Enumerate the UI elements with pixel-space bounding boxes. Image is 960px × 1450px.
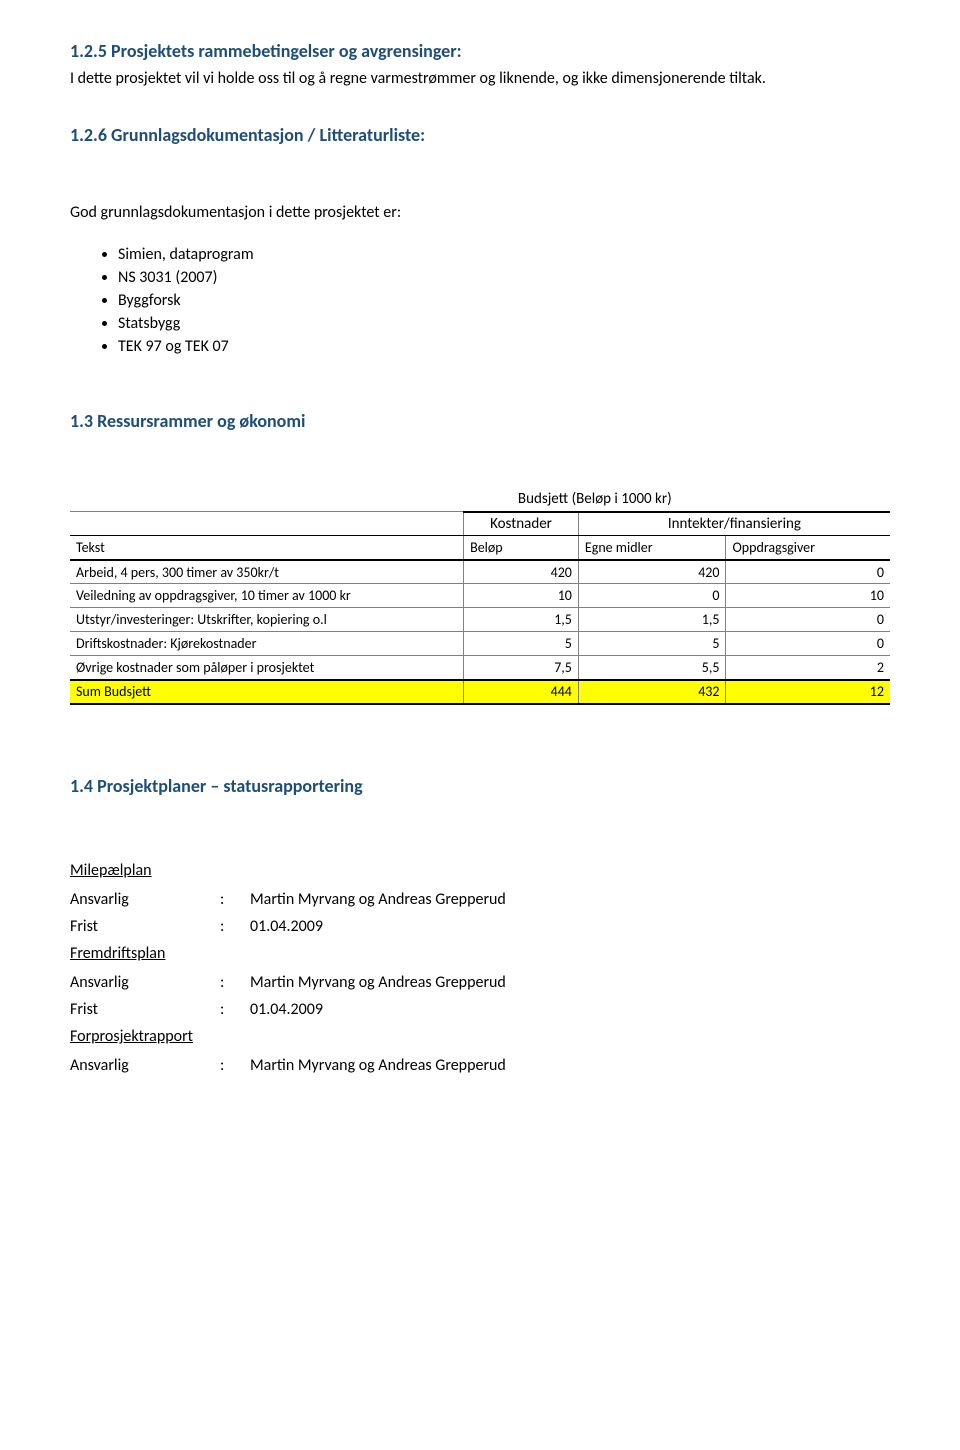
cell-tekst: Utstyr/investeringer: Utskrifter, kopier… xyxy=(70,608,464,632)
statusrapport-section: Milepælplan Ansvarlig : Martin Myrvang o… xyxy=(70,861,890,1075)
kv-colon: : xyxy=(220,1000,250,1019)
cell-opp: 0 xyxy=(726,560,890,584)
table-row: Arbeid, 4 pers, 300 timer av 350kr/t 420… xyxy=(70,560,890,584)
cell-opp: 0 xyxy=(726,608,890,632)
heading-1-2-6: 1.2.6 Grunnlagsdokumentasjon / Litteratu… xyxy=(70,124,890,146)
kv-value: 01.04.2009 xyxy=(250,1000,890,1019)
cell-egne: 5,5 xyxy=(578,656,726,680)
kv-value: Martin Myrvang og Andreas Grepperud xyxy=(250,973,890,992)
cell-belop: 10 xyxy=(464,584,579,608)
kv-label: Frist xyxy=(70,1000,220,1019)
sum-egne: 432 xyxy=(578,680,726,704)
list-item: TEK 97 og TEK 07 xyxy=(118,337,890,356)
col-egne: Egne midler xyxy=(578,536,726,560)
cell-opp: 10 xyxy=(726,584,890,608)
cell-belop: 1,5 xyxy=(464,608,579,632)
kv-value: Martin Myrvang og Andreas Grepperud xyxy=(250,890,890,909)
table-row: Øvrige kostnader som påløper i prosjekte… xyxy=(70,656,890,680)
cell-egne: 5 xyxy=(578,632,726,656)
cell-egne: 0 xyxy=(578,584,726,608)
budget-table: Budsjett (Beløp i 1000 kr) Kostnader Inn… xyxy=(70,488,890,705)
kv-row: Ansvarlig : Martin Myrvang og Andreas Gr… xyxy=(70,1056,890,1075)
group-kostnader: Kostnader xyxy=(464,512,579,536)
kv-label: Ansvarlig xyxy=(70,890,220,909)
list-item: Simien, dataprogram xyxy=(118,245,890,264)
cell-tekst: Øvrige kostnader som påløper i prosjekte… xyxy=(70,656,464,680)
sum-opp: 12 xyxy=(726,680,890,704)
kv-colon: : xyxy=(220,1056,250,1075)
table-row: Driftskostnader: Kjørekostnader 5 5 0 xyxy=(70,632,890,656)
col-belop: Beløp xyxy=(464,536,579,560)
body-1-2-5: I dette prosjektet vil vi holde oss til … xyxy=(70,68,890,90)
kv-row: Ansvarlig : Martin Myrvang og Andreas Gr… xyxy=(70,890,890,909)
heading-1-2-5: 1.2.5 Prosjektets rammebetingelser og av… xyxy=(70,40,890,62)
bullet-list-1-2-6: Simien, dataprogram NS 3031 (2007) Byggf… xyxy=(118,245,890,356)
cell-opp: 2 xyxy=(726,656,890,680)
kv-colon: : xyxy=(220,917,250,936)
kv-colon: : xyxy=(220,890,250,909)
cell-tekst: Arbeid, 4 pers, 300 timer av 350kr/t xyxy=(70,560,464,584)
group-inntekter: Inntekter/finansiering xyxy=(578,512,890,536)
cell-belop: 5 xyxy=(464,632,579,656)
kv-label: Ansvarlig xyxy=(70,1056,220,1075)
kv-colon: : xyxy=(220,973,250,992)
cell-belop: 7,5 xyxy=(464,656,579,680)
sum-row: Sum Budsjett 444 432 12 xyxy=(70,680,890,704)
kv-value: 01.04.2009 xyxy=(250,917,890,936)
sum-tekst: Sum Budsjett xyxy=(70,680,464,704)
subhead-forprosjekt: Forprosjektrapport xyxy=(70,1027,890,1046)
subhead-fremdrift: Fremdriftsplan xyxy=(70,944,890,963)
col-tekst: Tekst xyxy=(70,536,464,560)
budget-title: Budsjett (Beløp i 1000 kr) xyxy=(464,488,726,512)
heading-1-4: 1.4 Prosjektplaner – statusrapportering xyxy=(70,775,890,797)
sum-belop: 444 xyxy=(464,680,579,704)
col-oppdrag: Oppdragsgiver xyxy=(726,536,890,560)
kv-label: Frist xyxy=(70,917,220,936)
heading-1-3: 1.3 Ressursrammer og økonomi xyxy=(70,410,890,432)
kv-label: Ansvarlig xyxy=(70,973,220,992)
intro-1-2-6: God grunnlagsdokumentasjon i dette prosj… xyxy=(70,202,890,224)
cell-tekst: Veiledning av oppdragsgiver, 10 timer av… xyxy=(70,584,464,608)
list-item: Statsbygg xyxy=(118,314,890,333)
cell-egne: 420 xyxy=(578,560,726,584)
list-item: Byggforsk xyxy=(118,291,890,310)
kv-row: Frist : 01.04.2009 xyxy=(70,917,890,936)
kv-value: Martin Myrvang og Andreas Grepperud xyxy=(250,1056,890,1075)
subhead-milepael: Milepælplan xyxy=(70,861,890,880)
cell-egne: 1,5 xyxy=(578,608,726,632)
cell-tekst: Driftskostnader: Kjørekostnader xyxy=(70,632,464,656)
list-item: NS 3031 (2007) xyxy=(118,268,890,287)
kv-row: Ansvarlig : Martin Myrvang og Andreas Gr… xyxy=(70,973,890,992)
cell-belop: 420 xyxy=(464,560,579,584)
cell-opp: 0 xyxy=(726,632,890,656)
table-row: Utstyr/investeringer: Utskrifter, kopier… xyxy=(70,608,890,632)
table-row: Veiledning av oppdragsgiver, 10 timer av… xyxy=(70,584,890,608)
kv-row: Frist : 01.04.2009 xyxy=(70,1000,890,1019)
